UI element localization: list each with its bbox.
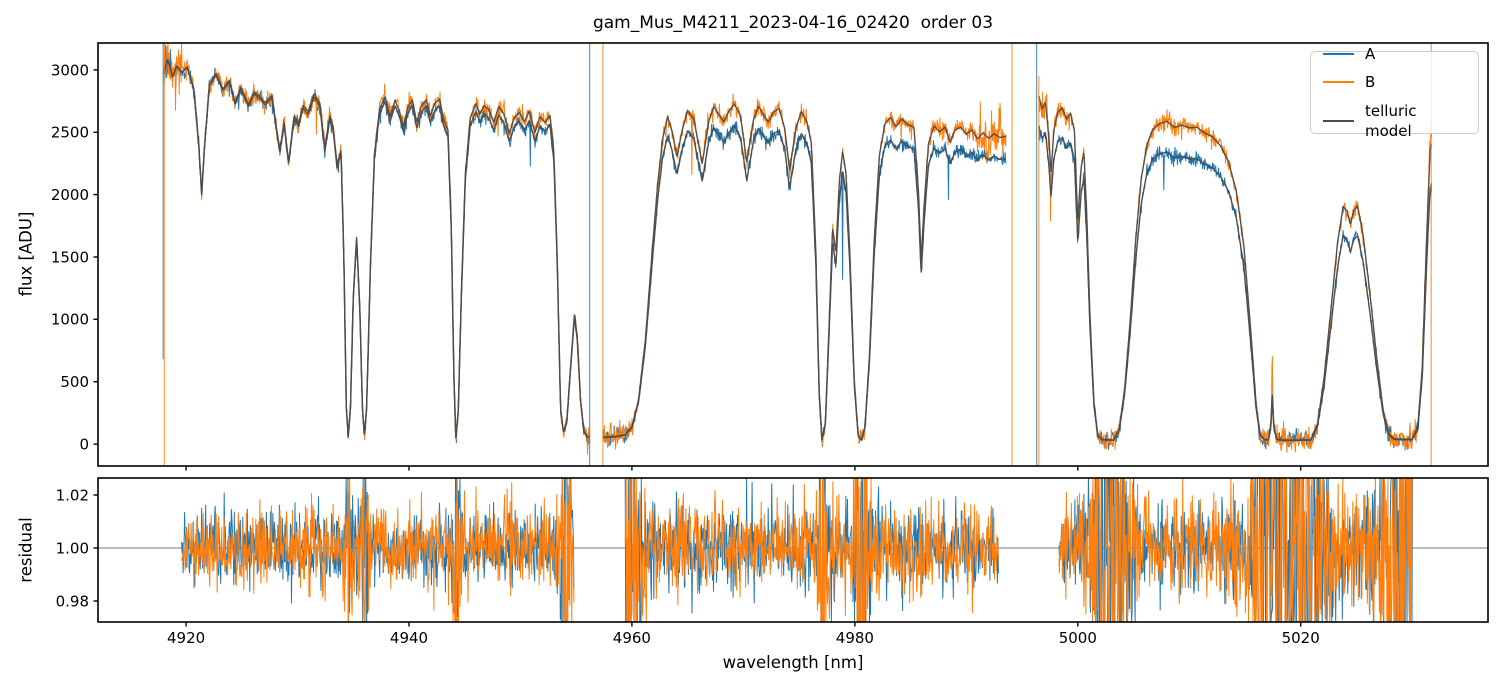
series-b-flux-order-chunk-3 <box>1038 92 1433 453</box>
series-a-flux-order-chunk-3 <box>1038 125 1433 450</box>
series-a-flux-order-chunk-1 <box>163 45 590 446</box>
flux-y-tick-label: 500 <box>60 373 89 391</box>
flux-y-tick-label: 1000 <box>51 311 89 329</box>
flux-panel-spines <box>97 42 1489 467</box>
series-b-residual-order-chunk-2 <box>624 477 999 623</box>
residual-panel-spines <box>97 477 1489 623</box>
series-a-line-swatch <box>1323 53 1354 56</box>
telluric-model-a-order-chunk-2 <box>602 125 1007 441</box>
series-b-residual-order-chunk-1 <box>181 477 575 623</box>
residual-y-tick-label: 1.00 <box>56 539 89 557</box>
legend-label-telluric-model: telluric model <box>1365 101 1417 140</box>
residual-axis-label: residual <box>16 517 36 583</box>
flux-y-tick-label: 3000 <box>51 61 89 79</box>
chart-title: gam_Mus_M4211_2023-04-16_02420 order 03 <box>592 13 994 33</box>
x-tick-label: 5020 <box>1282 629 1320 647</box>
legend-label-b: B <box>1365 73 1376 92</box>
residual-y-tick-label: 1.02 <box>56 486 89 504</box>
telluric-model-b-order-chunk-1 <box>163 59 590 439</box>
flux-y-tick-label: 2000 <box>51 186 89 204</box>
x-tick-label: 5000 <box>1059 629 1097 647</box>
series-a-flux-order-chunk-2 <box>602 121 1007 447</box>
flux-y-tick-label: 2500 <box>51 124 89 142</box>
x-tick-label: 4920 <box>167 629 205 647</box>
legend: A B telluric model <box>1310 45 1479 140</box>
series-a-residual-order-chunk-2 <box>624 477 999 623</box>
x-axis-label: wavelength [nm] <box>722 653 864 672</box>
x-tick-label: 4940 <box>390 629 428 647</box>
telluric-model-a-order-chunk-1 <box>163 59 590 439</box>
flux-y-tick-label: 1500 <box>51 248 89 266</box>
flux-y-tick-label: 0 <box>79 436 89 454</box>
legend-label-a: A <box>1365 45 1376 63</box>
flux-axis-label: flux [ADU] <box>16 211 36 297</box>
legend-entry-a: A <box>1323 44 1466 64</box>
series-b-flux-order-chunk-1 <box>163 42 590 455</box>
legend-entry-b: B <box>1323 72 1466 92</box>
x-tick-label: 4960 <box>613 629 651 647</box>
legend-entry-telluric-model: telluric model <box>1323 101 1466 142</box>
telluric-model-a-order-chunk-3 <box>1038 126 1433 442</box>
residual-y-tick-label: 0.98 <box>56 592 89 610</box>
telluric-model-line-swatch <box>1323 119 1354 122</box>
series-b-residual-order-chunk-3 <box>1058 477 1413 623</box>
telluric-model-b-order-chunk-3 <box>1038 95 1433 441</box>
series-b-line-swatch <box>1323 81 1354 84</box>
telluric-model-b-order-chunk-2 <box>602 103 1007 441</box>
x-tick-label: 4980 <box>836 629 874 647</box>
